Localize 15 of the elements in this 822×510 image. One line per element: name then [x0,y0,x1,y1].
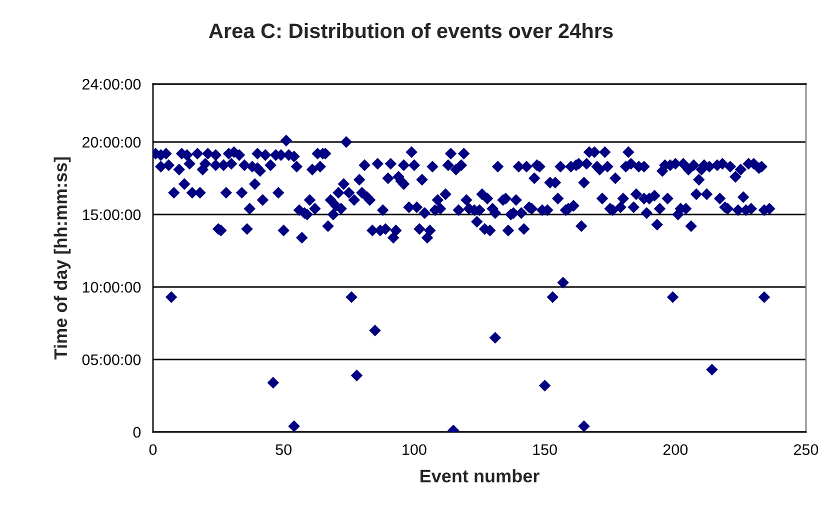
y-tick-label: 24:00:00 [82,78,141,90]
x-tick-label: 100 [402,444,426,456]
y-tick-label: 20:00:00 [82,136,141,148]
y-tick-label: 10:00:00 [82,282,141,293]
x-tick-label: 50 [276,444,292,456]
y-axis-title: Time of day [hh:mm:ss] [54,157,71,360]
y-tick-label: 15:00:00 [82,209,141,220]
chart-title: Area C: Distribution of events over 24hrs [208,22,613,38]
y-tick-label: 05:00:00 [82,354,141,366]
x-tick-label: 150 [533,444,557,456]
x-tick-label: 250 [794,444,818,456]
x-tick-label: 0 [149,444,157,456]
y-tick-label: 0 [133,426,141,438]
x-tick-label: 200 [663,444,688,456]
x-axis-title: Event number [420,469,540,482]
